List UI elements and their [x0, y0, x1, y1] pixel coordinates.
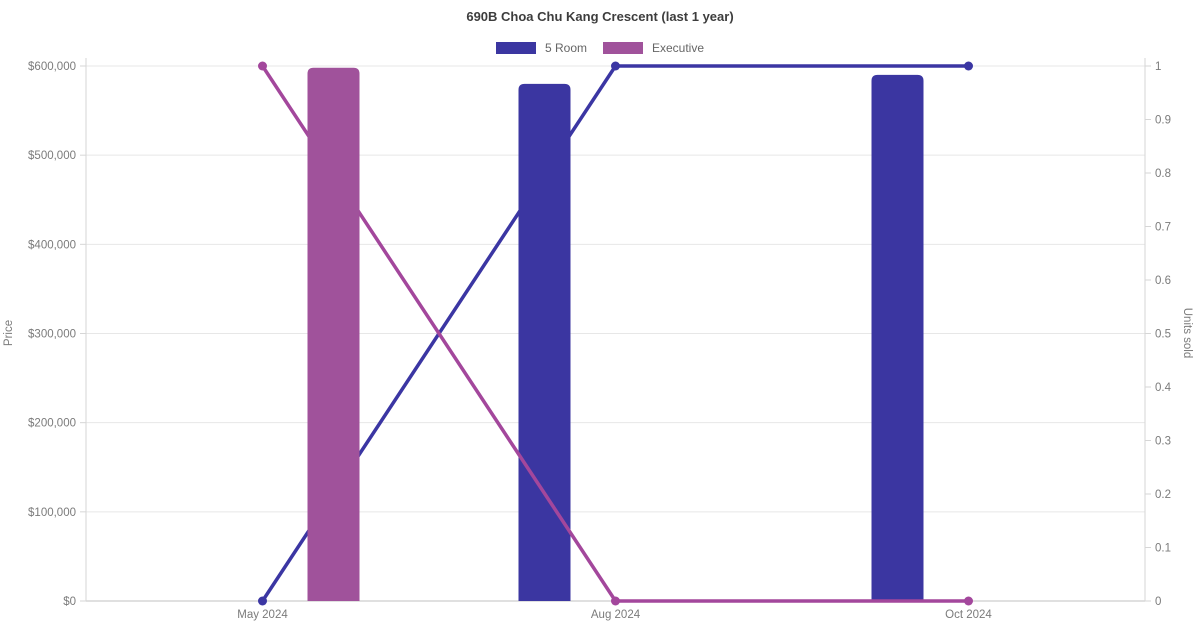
bar-executive-may-2024[interactable]: [307, 67, 360, 602]
right-axis-tick-label-0.5: 0.5: [1155, 329, 1171, 341]
right-axis-tick-label-0.1: 0.1: [1155, 543, 1171, 555]
bar-5-room-oct-2024[interactable]: [871, 74, 924, 601]
right-axis-tick-label-0.7: 0.7: [1155, 222, 1171, 234]
left-axis-tick-label-400-000: $400,000: [28, 239, 76, 251]
legend-item-5-room[interactable]: 5 Room: [495, 41, 587, 55]
chart-legend: 5 Room Executive: [0, 41, 1200, 55]
right-axis-tick-label-1: 1: [1155, 61, 1161, 73]
legend-swatch-5-room: [495, 42, 536, 54]
point-5-room-oct-2024[interactable]: [964, 61, 973, 71]
right-axis-tick-label-0.2: 0.2: [1155, 489, 1171, 501]
left-axis-tick-label-300-000: $300,000: [28, 329, 76, 341]
legend-label-executive: Executive: [652, 41, 705, 55]
legend-item-executive[interactable]: Executive: [603, 41, 704, 55]
legend-label-5-room: 5 Room: [544, 41, 587, 55]
left-axis-tick-label-600-000: $600,000: [28, 61, 76, 73]
right-axis-tick-label-0: 0: [1155, 596, 1161, 608]
left-axis-tick-label-200-000: $200,000: [28, 418, 76, 430]
point-executive-oct-2024[interactable]: [964, 596, 973, 606]
point-5-room-aug-2024[interactable]: [611, 61, 620, 71]
right-axis-tick-label-0.3: 0.3: [1155, 436, 1171, 448]
x-axis-label-aug-2024: Aug 2024: [591, 609, 641, 621]
right-axis-tick-label-0.4: 0.4: [1155, 382, 1172, 394]
point-5-room-may-2024[interactable]: [258, 596, 267, 606]
right-axis-tick-label-0.9: 0.9: [1155, 115, 1171, 127]
right-axis-tick-label-0.6: 0.6: [1155, 275, 1171, 287]
left-axis-tick-label-100-000: $100,000: [28, 507, 76, 519]
point-executive-aug-2024[interactable]: [611, 596, 620, 606]
left-axis-tick-label-500-000: $500,000: [28, 150, 76, 162]
right-axis-tick-label-0.8: 0.8: [1155, 168, 1171, 180]
point-executive-may-2024[interactable]: [258, 61, 267, 71]
x-axis-label-may-2024: May 2024: [237, 609, 288, 621]
x-axis-label-oct-2024: Oct 2024: [945, 609, 992, 621]
legend-swatch-executive: [603, 42, 643, 54]
chart-title: 690B Choa Chu Kang Crescent (last 1 year…: [466, 9, 734, 24]
left-axis-tick-label-0: $0: [63, 596, 76, 608]
